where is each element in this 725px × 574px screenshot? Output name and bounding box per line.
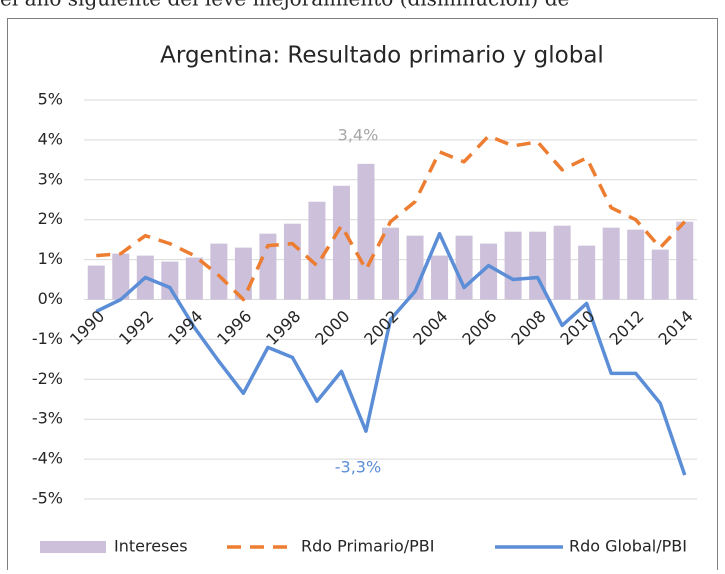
y-tick-label: -2% [32, 369, 63, 388]
y-tick-label: -5% [32, 489, 63, 508]
caption-above: el año siguiente del leve mejoramiento (… [0, 0, 569, 11]
bar [161, 261, 179, 300]
bar [553, 225, 571, 300]
bar [308, 201, 326, 300]
bar [382, 227, 399, 300]
bar [504, 231, 522, 300]
bar [332, 185, 350, 300]
y-tick-label: -1% [32, 329, 63, 348]
data-label: -3,3% [335, 458, 381, 477]
line [95, 231, 687, 476]
chart-title: Argentina: Resultado primario y global [160, 43, 604, 69]
y-tick-label: -3% [32, 409, 63, 428]
chart-border [7, 18, 718, 574]
y-tick-label: 4% [38, 129, 63, 148]
bar [676, 221, 694, 300]
data-label: 3,4% [338, 125, 379, 144]
y-tick-label: -4% [32, 449, 63, 468]
bar [87, 265, 105, 300]
y-tick-label: 5% [38, 90, 63, 109]
legend-label: Rdo Primario/PBI [301, 537, 434, 556]
bar [210, 243, 228, 300]
y-tick-label: 3% [38, 169, 63, 188]
bar [602, 227, 620, 300]
bar [112, 253, 130, 300]
legend-label: Intereses [114, 537, 188, 556]
bar [357, 163, 375, 300]
bar [185, 257, 203, 300]
line [96, 134, 687, 302]
y-tick-label: 1% [38, 249, 63, 268]
legend-label: Rdo Global/PBI [569, 537, 687, 556]
bar [431, 255, 449, 300]
bar [578, 245, 596, 300]
bar [480, 243, 498, 300]
bar [651, 249, 669, 300]
y-tick-label: 2% [38, 209, 63, 228]
bar [283, 223, 301, 300]
bar [627, 229, 645, 300]
bar [259, 233, 277, 300]
bar [455, 235, 473, 300]
y-tick-label: 0% [38, 289, 63, 308]
legend-swatch [40, 541, 106, 553]
